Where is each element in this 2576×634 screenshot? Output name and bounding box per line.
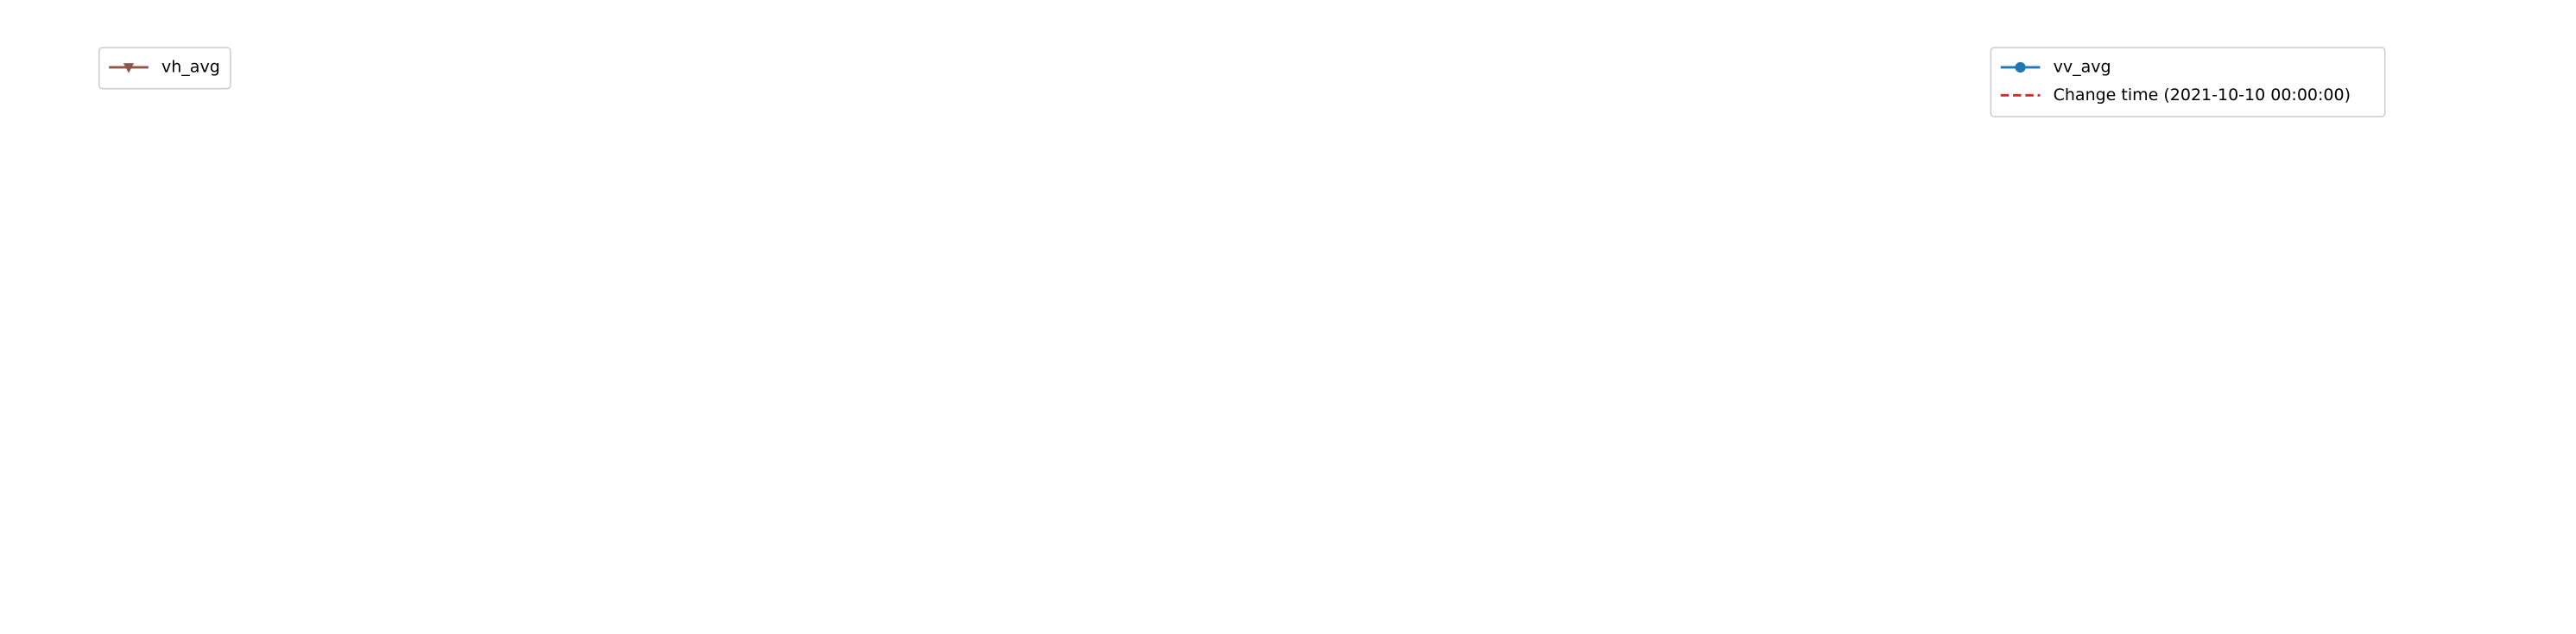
legend-box (98, 47, 231, 90)
legend-box (1990, 47, 2386, 117)
legend-marker (2015, 61, 2026, 73)
legend-label: vv_avg (2054, 57, 2111, 76)
legend-label: vh_avg (161, 57, 220, 76)
legend-marker (123, 63, 135, 73)
legend-label: Change time (2021-10-10 00:00:00) (2054, 86, 2351, 105)
